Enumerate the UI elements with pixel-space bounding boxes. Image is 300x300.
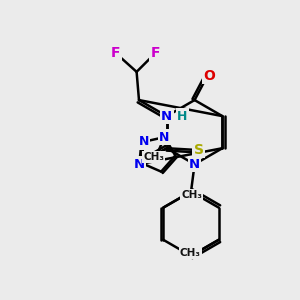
Text: H: H	[177, 110, 188, 123]
Text: N: N	[189, 158, 200, 171]
Text: N: N	[134, 158, 145, 171]
Text: F: F	[151, 46, 160, 60]
Text: CH₃: CH₃	[180, 248, 201, 258]
Text: N: N	[138, 135, 149, 148]
Text: CH₃: CH₃	[143, 152, 164, 162]
Text: S: S	[194, 143, 204, 157]
Text: CH₃: CH₃	[181, 190, 202, 200]
Text: N: N	[159, 131, 170, 144]
Text: O: O	[203, 69, 215, 83]
Text: N: N	[161, 110, 172, 123]
Text: F: F	[111, 46, 121, 60]
